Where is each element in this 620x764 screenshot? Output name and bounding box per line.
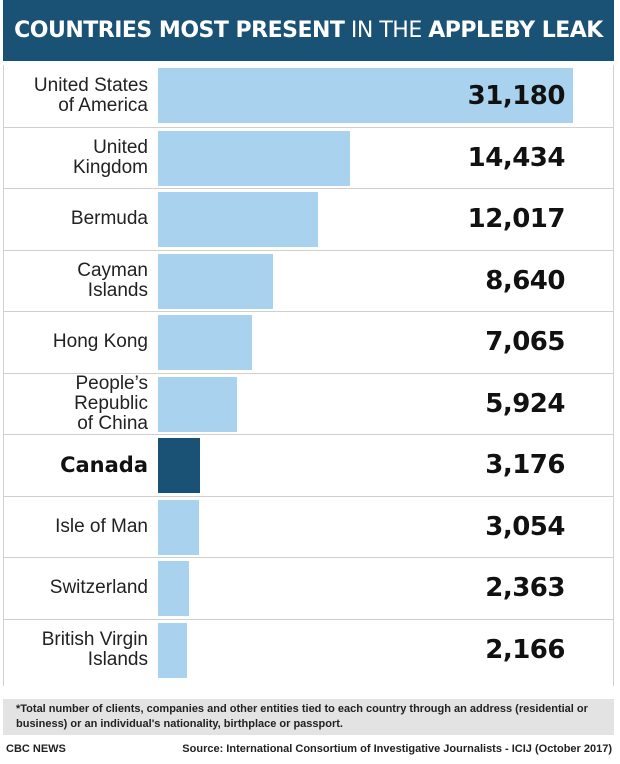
bar <box>158 561 189 616</box>
bar <box>158 130 350 186</box>
value-label: 14,434 <box>467 142 566 173</box>
category-label: British Virgin Islands <box>41 628 148 670</box>
bar-row: Hong Kong 7,065 <box>4 311 613 372</box>
bar-row: Isle of Man 3,054 <box>4 495 613 557</box>
value-label: 7,065 <box>485 327 565 357</box>
bar <box>158 192 318 247</box>
category-label: Cayman Islands <box>77 259 148 301</box>
bar <box>158 499 199 555</box>
category-label: People’s Republic of China <box>74 372 148 434</box>
title-part-bold-2: APPLEBY LEAK <box>428 18 603 43</box>
category-label: Canada <box>60 453 148 477</box>
category-label: United Kingdom <box>73 136 148 178</box>
value-label: 3,176 <box>485 450 565 480</box>
bar-chart: United States of America 31,180 United Kingd… <box>3 65 614 686</box>
bar <box>158 253 273 309</box>
bar <box>158 438 200 493</box>
title-part-bold-1: COUNTRIES MOST PRESENT <box>14 18 345 43</box>
category-label: Isle of Man <box>55 515 148 537</box>
category-label: United States of America <box>33 74 148 116</box>
value-label: 2,166 <box>485 634 565 665</box>
bar-row: British Virgin Islands 2,166 <box>4 618 613 680</box>
title-part-thin: IN THE <box>344 18 429 43</box>
bar <box>158 315 252 370</box>
bar-row: Bermuda 12,017 <box>4 188 613 249</box>
bar-row: Canada 3,176 <box>4 434 613 495</box>
footnote: *Total number of clients, companies and … <box>3 699 614 735</box>
bar-row: Switzerland 2,363 <box>4 557 613 618</box>
chart-title: COUNTRIES MOST PRESENT IN THE APPLEBY LE… <box>3 0 614 61</box>
source: Source: International Consortium of Inve… <box>182 743 612 755</box>
category-label: Hong Kong <box>52 331 148 352</box>
value-label: 8,640 <box>485 265 565 296</box>
bar-row: Cayman Islands 8,640 <box>4 249 613 311</box>
value-label: 12,017 <box>467 204 566 234</box>
bar-row: United States of America 31,180 <box>4 65 613 126</box>
bar <box>158 68 573 123</box>
credit: CBC NEWS <box>6 743 66 755</box>
bar-row: United Kingdom 14,434 <box>4 126 613 188</box>
value-label: 2,363 <box>485 573 565 603</box>
category-label: Bermuda <box>70 208 148 229</box>
category-label: Switzerland <box>49 577 148 598</box>
bar-row: People’s Republic of China 5,924 <box>4 372 613 434</box>
bar <box>158 376 237 432</box>
bar <box>158 622 187 678</box>
value-label: 31,180 <box>467 80 566 111</box>
value-label: 5,924 <box>485 388 565 419</box>
value-label: 3,054 <box>485 511 565 542</box>
